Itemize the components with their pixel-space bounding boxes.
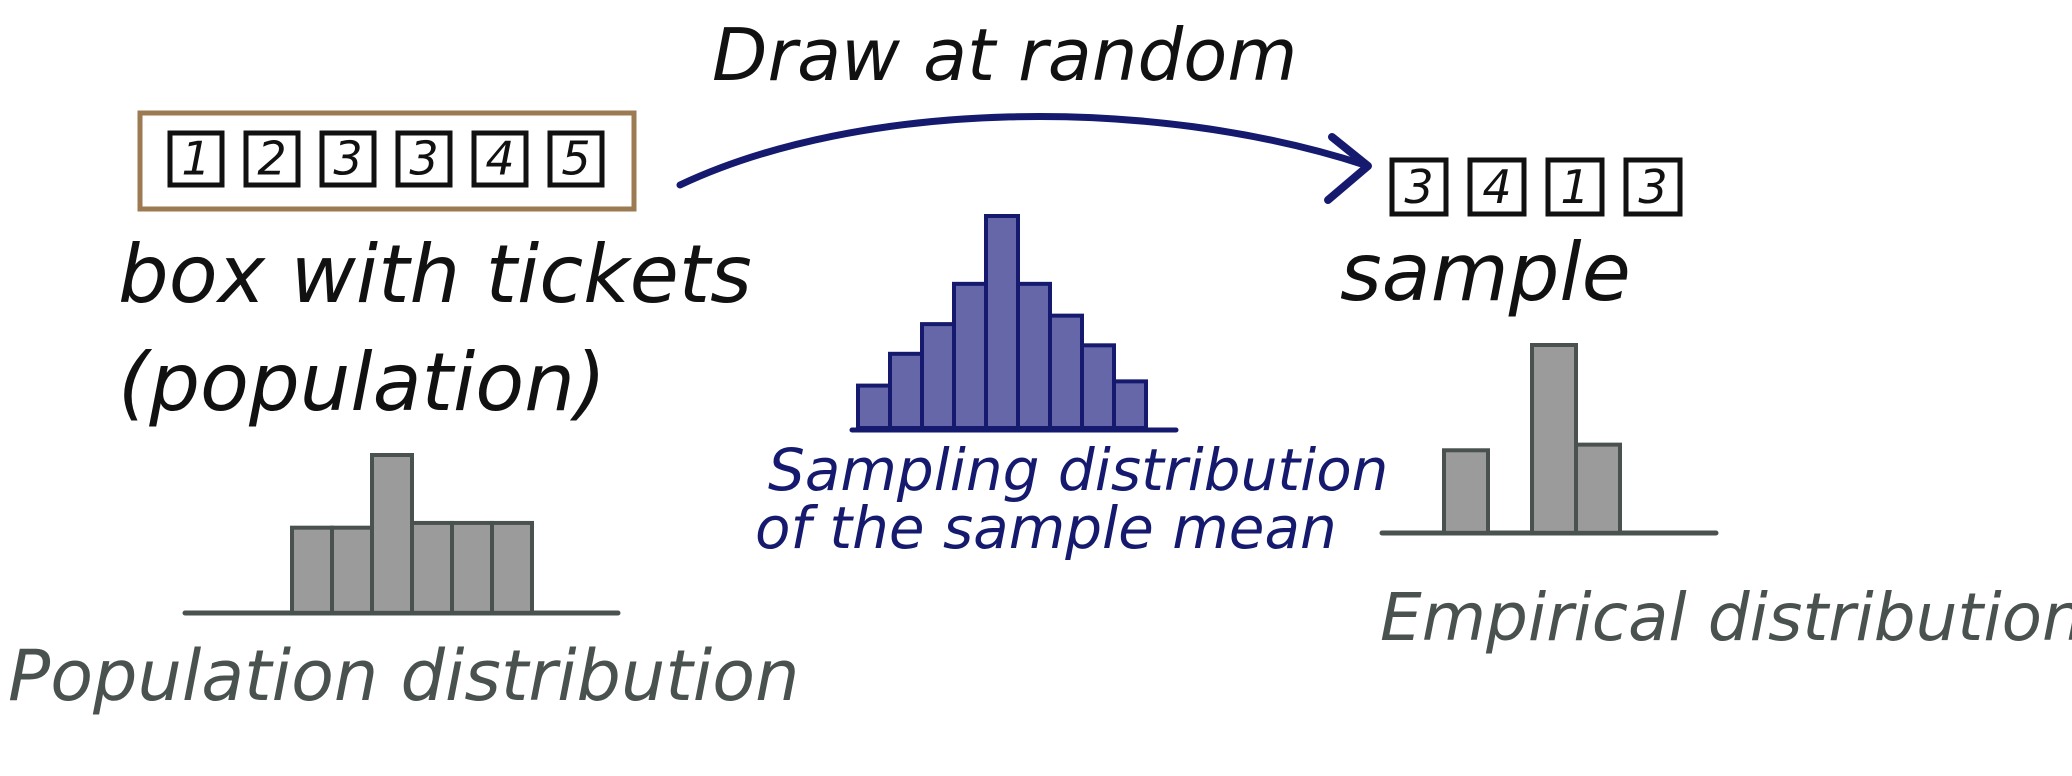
empirical-histogram xyxy=(1379,343,1719,536)
sampling-histogram-bar-8 xyxy=(1080,343,1116,431)
population-ticket-3 xyxy=(319,130,377,188)
population-ticket-6 xyxy=(547,130,605,188)
sample-ticket-2-value: 4 xyxy=(1482,160,1511,214)
sampling-label-line2: of the sample mean xyxy=(755,494,1337,562)
population-box-frame xyxy=(137,110,637,212)
population-ticket-2 xyxy=(243,130,301,188)
population-ticket-3-value: 3 xyxy=(333,132,362,186)
sampling-histogram-bar-5 xyxy=(984,214,1020,430)
draw-arrow-head-icon xyxy=(1324,133,1372,204)
population-histogram-label: Population distribution xyxy=(8,635,799,717)
sampling-histogram-bar-7 xyxy=(1048,313,1084,431)
population-ticket-1-value: 1 xyxy=(181,132,210,186)
empirical-histogram-bar-1 xyxy=(1442,448,1490,535)
sampling-histogram xyxy=(849,214,1179,433)
sampling-histogram-bar-2 xyxy=(888,351,924,430)
sample-label: sample xyxy=(1340,226,1631,319)
population-ticket-1 xyxy=(167,130,225,188)
draw-arrow-curve xyxy=(676,113,1369,189)
population-ticket-4-value: 3 xyxy=(409,132,438,186)
empirical-histogram-bar-3 xyxy=(1530,343,1578,535)
sample-ticket-1 xyxy=(1389,157,1449,217)
sample-ticket-4 xyxy=(1623,157,1683,217)
sampling-histogram-bar-3 xyxy=(920,322,956,430)
population-histogram-bar-2 xyxy=(330,525,374,615)
sampling-label-line1: Sampling distribution xyxy=(768,436,1388,504)
sample-ticket-1-value: 3 xyxy=(1404,160,1433,214)
empirical-histogram-bar-4 xyxy=(1574,442,1622,536)
draw-arrow xyxy=(676,113,1372,204)
population-histogram-bar-5 xyxy=(450,520,494,615)
population-histogram-bar-4 xyxy=(410,520,454,615)
population-histogram-bar-3 xyxy=(370,453,414,615)
empirical-histogram-label: Empirical distribution xyxy=(1380,579,2072,656)
population-histogram xyxy=(182,453,621,616)
population-ticket-6-value: 5 xyxy=(561,132,590,186)
sample-ticket-3-value: 1 xyxy=(1560,160,1589,214)
sample-ticket-3 xyxy=(1545,157,1605,217)
sampling-histogram-bar-1 xyxy=(856,383,892,431)
sample-ticket-4-value: 3 xyxy=(1638,160,1667,214)
population-ticket-5 xyxy=(471,130,529,188)
sample-ticket-2 xyxy=(1467,157,1527,217)
population-label-line1: box with tickets xyxy=(118,228,752,321)
arrow-label: Draw at random xyxy=(712,13,1297,97)
sampling-histogram-bar-9 xyxy=(1112,379,1148,430)
population-ticket-5-value: 4 xyxy=(485,132,514,186)
population-histogram-bar-1 xyxy=(290,525,334,615)
sampling-histogram-bar-6 xyxy=(1016,281,1052,430)
population-ticket-4 xyxy=(395,130,453,188)
sampling-histogram-bar-4 xyxy=(952,281,988,430)
population-histogram-bar-6 xyxy=(490,520,534,615)
population-label-line2: (population) xyxy=(118,336,606,429)
population-ticket-2-value: 2 xyxy=(257,132,286,186)
